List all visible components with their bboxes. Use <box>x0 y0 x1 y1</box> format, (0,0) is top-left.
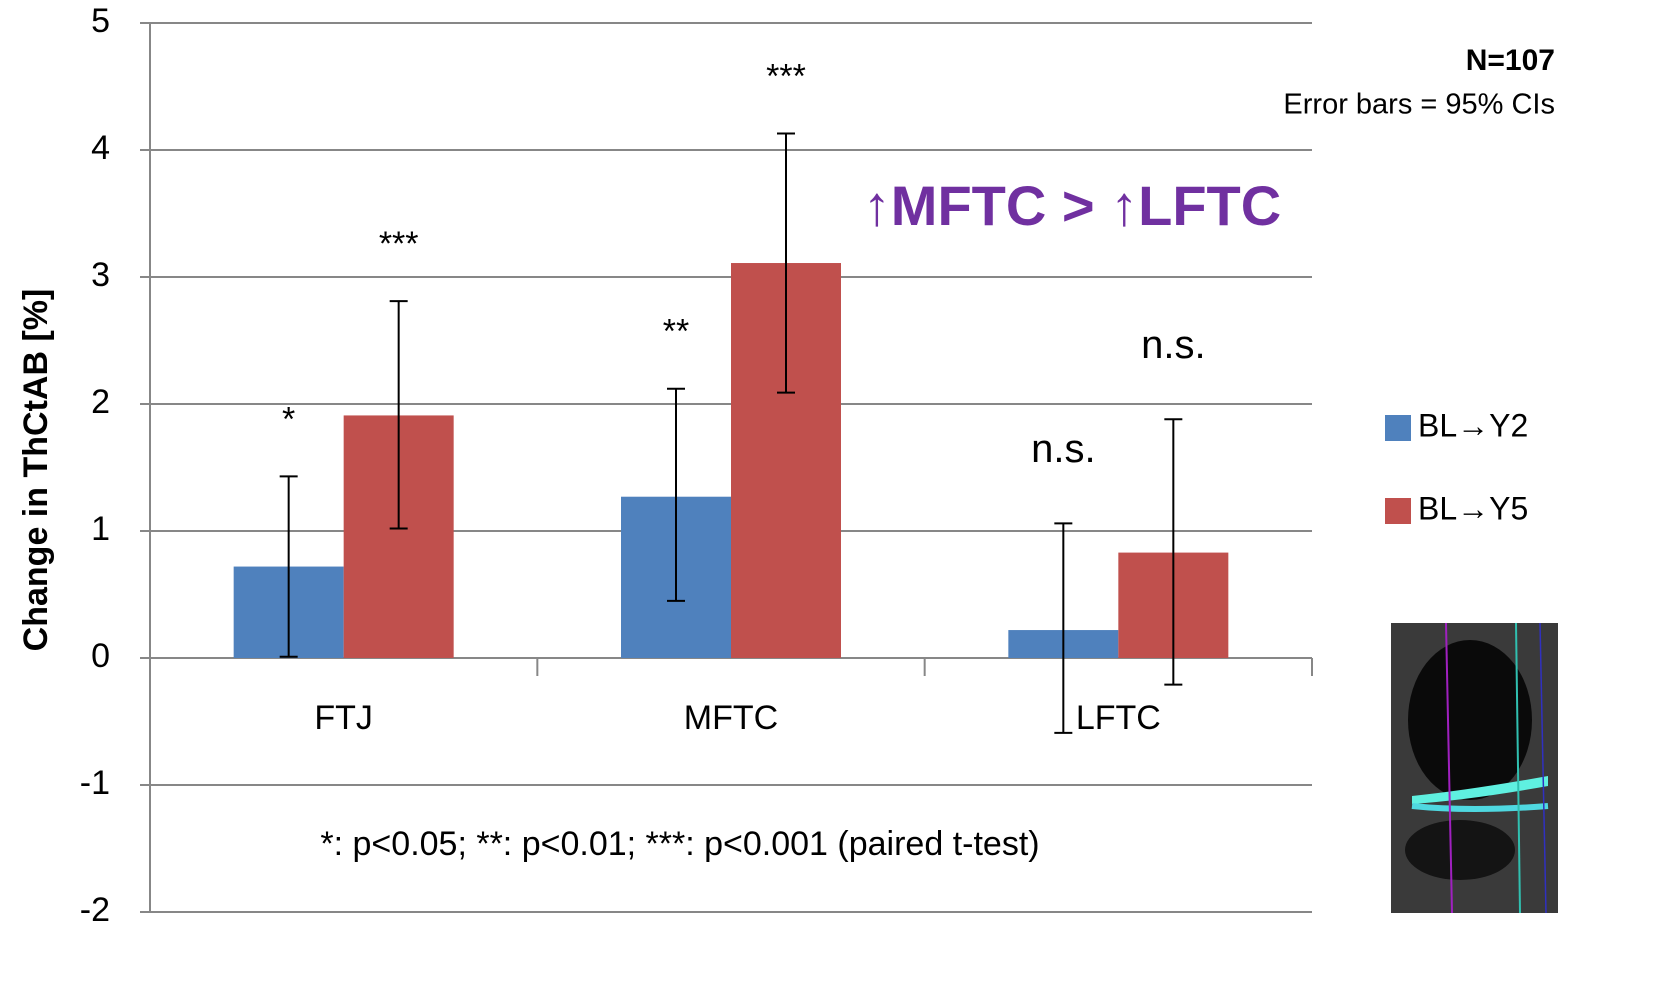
significance-label: * <box>282 400 295 438</box>
x-tick-label: MFTC <box>684 699 778 737</box>
y-tick-label: 4 <box>91 129 110 167</box>
footnote: *: p<0.05; **: p<0.01; ***: p<0.001 (pai… <box>320 825 1039 863</box>
error-bar <box>1054 522 1073 734</box>
legend-swatch <box>1385 415 1411 441</box>
mri-image <box>1391 622 1558 914</box>
legend-label: BL→Y5 <box>1418 490 1528 526</box>
y-tick-label: -2 <box>80 891 110 929</box>
y-tick-label: 3 <box>91 256 110 294</box>
y-axis-label: Change in ThCtAB [%] <box>17 289 55 652</box>
significance-label: n.s. <box>1031 427 1095 471</box>
y-tick-label: 5 <box>91 2 110 40</box>
legend-swatch <box>1385 498 1411 524</box>
error-bar <box>667 387 685 602</box>
y-tick-label: 0 <box>91 637 110 675</box>
error-bar <box>1164 418 1183 686</box>
highlight-annotation: ↑MFTC > ↑LFTC <box>863 174 1281 237</box>
significance-label: n.s. <box>1141 323 1205 367</box>
sample-size: N=107 <box>1466 44 1555 77</box>
error-bar <box>279 475 298 658</box>
y-tick-label: 2 <box>91 383 110 421</box>
x-tick-label: LFTC <box>1076 699 1161 737</box>
significance-label: ** <box>663 313 689 351</box>
significance-label: *** <box>379 225 419 263</box>
significance-label: *** <box>766 57 806 95</box>
y-tick-label: -1 <box>80 764 110 802</box>
legend-label: BL→Y2 <box>1418 407 1528 443</box>
error-bar <box>389 300 408 530</box>
error-bar-note: Error bars = 95% CIs <box>1283 89 1555 121</box>
error-bar <box>777 132 795 394</box>
y-tick-label: 1 <box>91 510 110 548</box>
x-tick-label: FTJ <box>314 699 373 737</box>
